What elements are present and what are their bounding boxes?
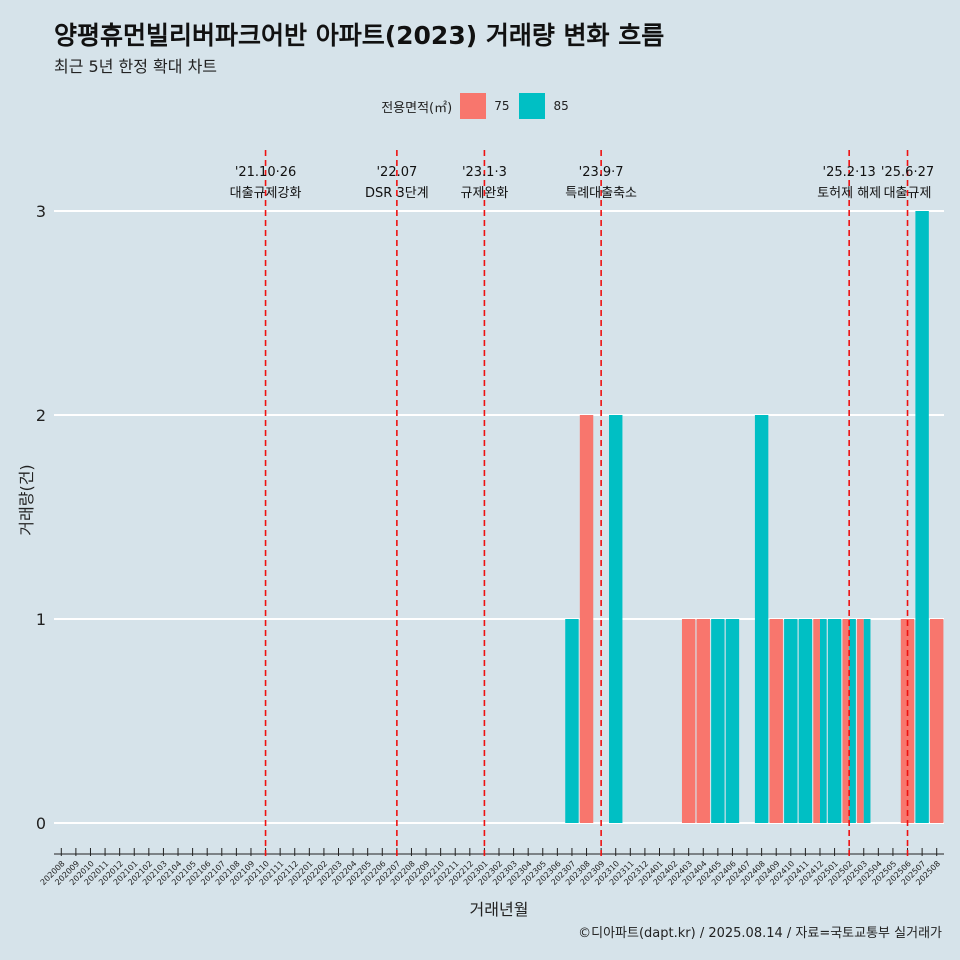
y-tick-label: 2 [36,406,46,425]
x-axis-title: 거래년월 [470,900,529,919]
bar-85-202503 [863,619,871,823]
bar-85-202411 [798,619,813,823]
event-date-label: '25.6·27 [881,165,934,180]
chart-subtitle: 최근 5년 한정 확대 차트 [54,57,218,76]
y-axis-title: 거래량(건) [17,464,36,535]
event-date-label: '23.1·3 [462,165,507,180]
event-text-label: DSR 3단계 [365,186,429,201]
y-tick-label: 3 [36,202,46,221]
event-date-label: '23.9·7 [579,165,624,180]
caption: ©디아파트(dapt.kr) / 2025.08.14 / 자료=국토교통부 실… [578,926,942,941]
legend: 전용면적(㎡) 75 85 [0,93,960,119]
bar-85-202412 [819,619,827,823]
bar-85-202405 [711,619,725,823]
legend-title: 전용면적(㎡) [381,100,453,116]
bar-85-202406 [725,619,740,823]
chart-title: 양평휴먼빌리버파크어반 아파트(2023) 거래량 변화 흐름 [54,21,665,50]
bar-85-202310 [609,415,623,823]
bar-75-202508 [929,619,944,823]
legend-item-75: 75 [460,93,509,119]
legend-key-85 [519,93,546,119]
event-text-label: 대출규제강화 [230,186,302,201]
legend-item-85: 85 [519,93,569,119]
bar-75-202502 [842,619,850,823]
legend-key-75 [460,93,487,119]
bar-75-202503 [857,619,864,823]
y-tick-label: 0 [36,814,46,833]
event-text-label: 대출규제 [884,186,932,201]
bar-85-202408 [754,415,769,823]
bar-85-202410 [784,619,798,823]
event-text-label: 토허제 해제 [817,186,881,201]
bar-85-202502 [849,619,856,823]
bar-85-202507 [915,211,929,823]
event-text-label: 규제완화 [460,186,508,201]
legend-label-85: 85 [553,99,569,113]
y-tick-label: 1 [36,610,46,629]
bar-75-202403 [681,619,696,823]
bar-75-202409 [769,619,783,823]
event-date-label: '25.2·13 [823,165,876,180]
event-text-label: 특례대출축소 [565,186,637,201]
event-date-label: '22.07 [376,165,417,180]
bar-75-202412 [813,619,820,823]
bar-75-202404 [696,619,710,823]
bar-85-202307 [565,619,579,823]
bar-75-202308 [579,415,594,823]
legend-label-75: 75 [494,99,510,113]
bar-85-202501 [827,619,842,823]
event-date-label: '21.10·26 [235,165,296,180]
